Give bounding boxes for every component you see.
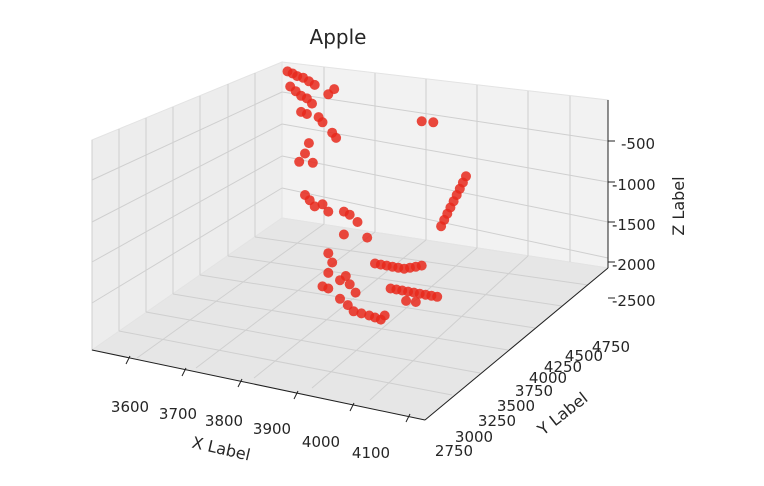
- chart-title: Apple: [310, 25, 367, 49]
- scatter-point: [301, 109, 312, 119]
- scatter-point: [356, 308, 367, 319]
- scatter-point: [401, 295, 412, 306]
- y-tick-label: 3750: [515, 382, 553, 400]
- scatter-point: [303, 138, 314, 149]
- scatter-point: [335, 293, 345, 304]
- scatter-point: [329, 84, 340, 95]
- z-axis: -500 -1000 -1500 -2000 -2500 Z Label: [608, 135, 688, 310]
- y-tick-label: 4000: [529, 369, 567, 387]
- scatter-point: [323, 206, 334, 217]
- z-tick-label: -2000: [612, 256, 656, 274]
- z-axis-label: Z Label: [669, 176, 688, 235]
- scatter-point: [344, 279, 355, 290]
- x-axis-label: X Label: [190, 433, 252, 465]
- scatter-point: [323, 267, 334, 278]
- z-tick-label: -500: [621, 135, 655, 153]
- scatter-point: [352, 217, 363, 227]
- scatter-points: [282, 66, 471, 325]
- scatter-point: [410, 297, 421, 307]
- scatter-point: [350, 287, 361, 298]
- z-tick-label: -1000: [612, 176, 656, 194]
- scatter-point: [428, 117, 439, 128]
- x-tick-label: 3600: [111, 398, 149, 416]
- x-tick-label: 4100: [352, 444, 390, 462]
- scatter-point: [327, 257, 338, 268]
- scatter-point: [307, 157, 318, 168]
- grid-lines: [91, 67, 609, 401]
- y-tick-label: 3000: [455, 428, 493, 446]
- scatter-point: [344, 209, 355, 220]
- scatter-point: [340, 271, 351, 281]
- x-tick-label: 4000: [302, 433, 340, 451]
- scatter-point: [362, 232, 373, 243]
- scatter-point: [317, 199, 328, 210]
- scatter-point: [432, 291, 443, 302]
- scatter-point: [300, 148, 310, 159]
- scatter-point: [323, 248, 334, 259]
- scatter-point: [323, 283, 334, 294]
- scatter-point: [416, 260, 427, 271]
- scatter-point: [338, 229, 349, 240]
- z-tick-label: -1500: [612, 216, 656, 234]
- y-tick-label: 4750: [592, 338, 630, 356]
- scatter-point: [379, 310, 390, 321]
- scatter-point: [309, 201, 320, 212]
- scatter-point: [348, 306, 359, 317]
- y-tick-label: 2750: [435, 442, 473, 460]
- scatter-point: [307, 98, 317, 109]
- scatter-point: [331, 132, 342, 143]
- axis-edges: [91, 100, 609, 421]
- y-tick-label: 4250: [544, 358, 582, 376]
- y-tick-label: 3500: [497, 397, 535, 415]
- scatter-point: [294, 156, 305, 167]
- x-tick-label: 3900: [253, 420, 291, 438]
- scatter-point: [317, 117, 328, 128]
- scatter-point: [461, 171, 471, 182]
- x-tick-label: 3800: [205, 412, 243, 430]
- scatter-point: [416, 116, 427, 127]
- axis-panes: [90, 61, 610, 421]
- x-tick-label: 3700: [159, 405, 197, 423]
- scatter-point: [309, 79, 320, 90]
- z-tick-label: -2500: [612, 292, 656, 310]
- y-tick-label: 3250: [478, 412, 516, 430]
- y-tick-label: 4500: [565, 347, 603, 365]
